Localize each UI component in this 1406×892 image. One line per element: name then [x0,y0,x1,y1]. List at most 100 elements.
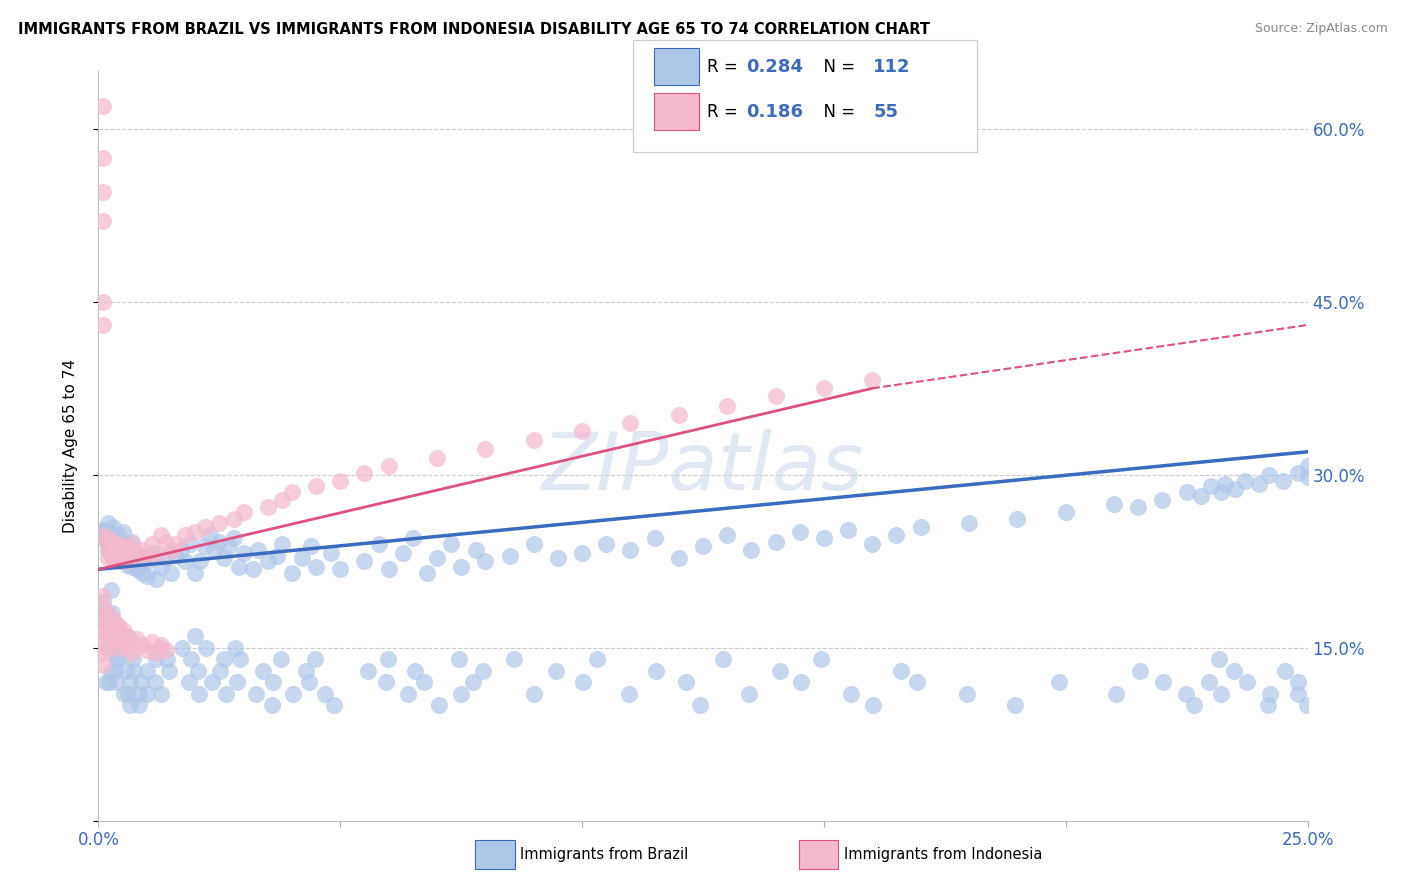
Point [839,687,862,701]
Point [94,606,117,620]
Point [135,569,157,583]
Point [91,594,114,608]
Point [97,531,120,545]
Point [450,560,472,574]
Point [117,554,139,568]
Point [97,542,120,557]
Point [1104,687,1126,701]
Point [94,675,117,690]
Point [262,675,284,690]
Point [107,550,129,565]
Point [461,675,484,690]
Point [472,664,495,678]
Point [232,546,254,560]
Point [222,511,245,525]
Point [426,450,449,465]
Point [957,516,980,531]
Point [886,528,908,542]
Point [101,534,124,549]
Point [305,479,328,493]
Point [184,525,207,540]
Point [1257,467,1279,482]
Point [97,629,120,643]
Point [377,562,399,576]
Point [1209,485,1232,500]
Point [107,652,129,666]
Point [121,560,143,574]
Point [97,537,120,551]
Point [1215,477,1237,491]
Point [474,442,496,457]
Point [179,537,201,551]
Point [644,531,666,545]
Point [107,629,129,643]
Point [145,652,167,666]
Point [416,566,439,580]
Point [1257,698,1279,713]
Point [97,606,120,620]
Point [450,687,472,701]
Point [100,583,122,598]
Point [180,652,202,666]
Text: 55: 55 [873,103,898,120]
Point [266,549,288,563]
Point [404,664,426,678]
Point [1211,687,1233,701]
Point [97,675,120,690]
Point [218,539,240,553]
Point [1047,675,1070,690]
Point [141,537,163,551]
Point [118,698,141,713]
Point [141,546,163,560]
Point [547,550,569,565]
Point [121,550,143,565]
Point [91,525,114,540]
Point [377,652,399,666]
Point [91,523,114,537]
Point [111,525,134,540]
Point [228,560,250,574]
Point [1233,474,1256,488]
Point [169,542,191,557]
Point [141,635,163,649]
Point [523,687,546,701]
Point [155,550,177,565]
Point [396,687,419,701]
Point [97,516,120,531]
Point [97,542,120,557]
Point [128,698,150,713]
Point [97,550,120,565]
Point [692,539,714,553]
Point [790,675,813,690]
Point [104,652,127,666]
Point [1236,675,1258,690]
Point [195,640,218,655]
Point [523,537,546,551]
Text: Immigrants from Brazil: Immigrants from Brazil [520,847,689,862]
Point [107,528,129,542]
Point [1004,698,1026,713]
Point [595,537,617,551]
Point [319,546,342,560]
Point [1152,493,1174,508]
Point [187,687,209,701]
Point [98,640,121,655]
Point [1296,458,1319,473]
Point [502,652,524,666]
Point [464,542,486,557]
Point [122,664,145,678]
Point [212,550,235,565]
Point [127,632,149,646]
Point [738,687,761,701]
Point [295,664,318,678]
Point [156,652,179,666]
Point [121,647,143,661]
Point [115,629,138,643]
Point [222,531,245,545]
Point [1258,687,1281,701]
Point [101,606,124,620]
Point [96,640,118,655]
Point [905,675,928,690]
Point [110,640,132,655]
Point [910,519,932,533]
